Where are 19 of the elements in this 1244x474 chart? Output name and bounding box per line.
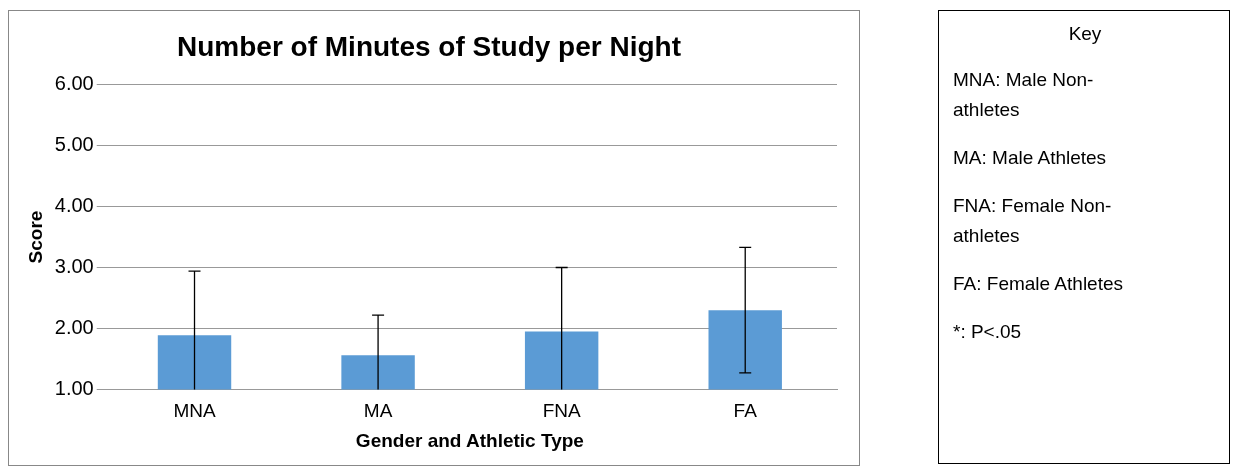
y-tick-label: 3.00 — [54, 255, 94, 277]
x-axis-title: Gender and Athletic Type — [355, 429, 584, 451]
text: MNA: Male Non-athletes — [953, 68, 1095, 122]
x-tick-label: FA — [733, 400, 758, 422]
x-tick-label: MA — [363, 400, 393, 422]
text: FA: Female Athletes — [953, 272, 1125, 296]
x-tick-label: FNA — [542, 400, 581, 422]
y-axis-title: Score — [24, 210, 46, 264]
y-tick-label: 1.00 — [54, 376, 94, 399]
y-tick-label: 5.00 — [54, 133, 94, 156]
chart-title: Number of Minutes of Study per Night — [177, 30, 681, 62]
y-tick-label: 2.00 — [54, 315, 94, 338]
y-tick-label: 4.00 — [54, 194, 94, 217]
text: MA: Male Athletes — [953, 146, 1108, 170]
text: *: P<.05 — [953, 320, 1023, 344]
text: FNA: Female Non-athletes — [953, 194, 1113, 248]
x-tick-label: MNA — [173, 400, 216, 422]
text: Key — [1067, 23, 1103, 45]
y-tick-label: 6.00 — [54, 72, 94, 95]
